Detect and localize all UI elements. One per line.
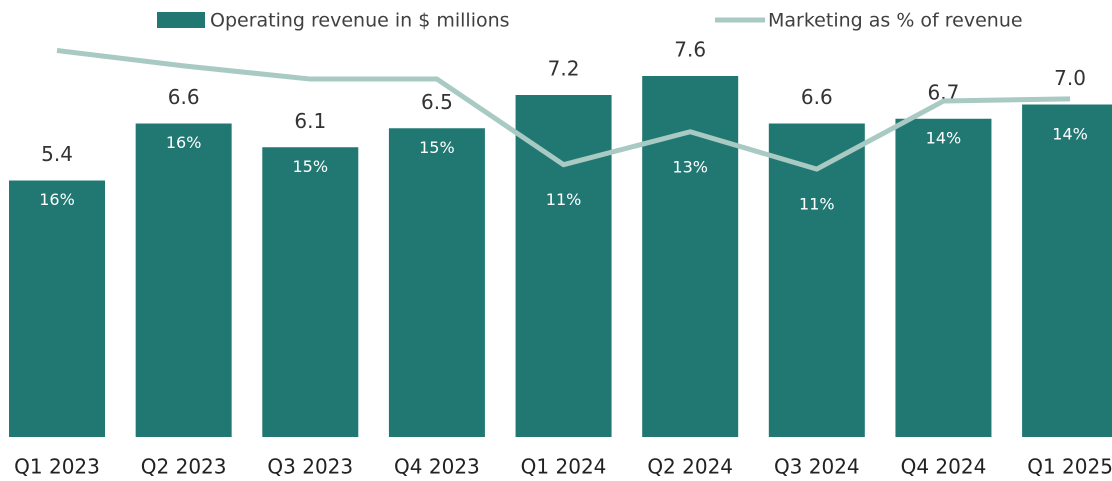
legend-label: Marketing as % of revenue bbox=[768, 10, 1023, 32]
bar bbox=[895, 118, 992, 437]
bar bbox=[515, 95, 612, 437]
legend-label: Operating revenue in $ millions bbox=[210, 10, 510, 32]
bar bbox=[9, 180, 106, 437]
bar bbox=[135, 123, 232, 437]
bar-value-label: 6.1 bbox=[294, 109, 326, 133]
x-tick-label: Q4 2023 bbox=[394, 455, 480, 479]
bar-value-label: 7.2 bbox=[548, 57, 580, 81]
x-tick-label: Q2 2023 bbox=[141, 455, 227, 479]
bar-value-label: 6.5 bbox=[421, 90, 453, 114]
x-tick-label: Q1 2024 bbox=[521, 455, 607, 479]
bar bbox=[768, 123, 865, 437]
bar-value-label: 5.4 bbox=[41, 142, 73, 166]
line-value-label: 16% bbox=[39, 190, 75, 209]
line-value-label: 16% bbox=[166, 133, 202, 152]
line-value-label: 15% bbox=[293, 157, 329, 176]
line-value-label: 15% bbox=[419, 138, 455, 157]
line bbox=[56, 48, 1071, 172]
line-value-label: 11% bbox=[546, 190, 582, 209]
line-value-label: 14% bbox=[926, 128, 962, 147]
bar-value-label: 6.6 bbox=[801, 85, 833, 109]
legend-swatch bbox=[157, 12, 205, 28]
x-tick-label: Q3 2024 bbox=[774, 455, 860, 479]
bar-value-label: 7.0 bbox=[1054, 66, 1086, 90]
x-tick-label: Q1 2025 bbox=[1027, 455, 1112, 479]
x-tick-label: Q1 2023 bbox=[14, 455, 100, 479]
bar bbox=[262, 147, 359, 437]
x-tick-label: Q4 2024 bbox=[901, 455, 987, 479]
bar bbox=[642, 76, 739, 437]
x-tick-label: Q2 2024 bbox=[647, 455, 733, 479]
line-value-label: 13% bbox=[672, 157, 708, 176]
x-tick-label: Q3 2023 bbox=[267, 455, 353, 479]
line-value-label: 11% bbox=[799, 195, 835, 214]
bar-value-label: 6.6 bbox=[168, 85, 200, 109]
bar bbox=[388, 128, 485, 437]
bar-value-label: 7.6 bbox=[674, 38, 706, 62]
bar bbox=[1022, 104, 1112, 437]
line-value-label: 14% bbox=[1052, 124, 1088, 143]
